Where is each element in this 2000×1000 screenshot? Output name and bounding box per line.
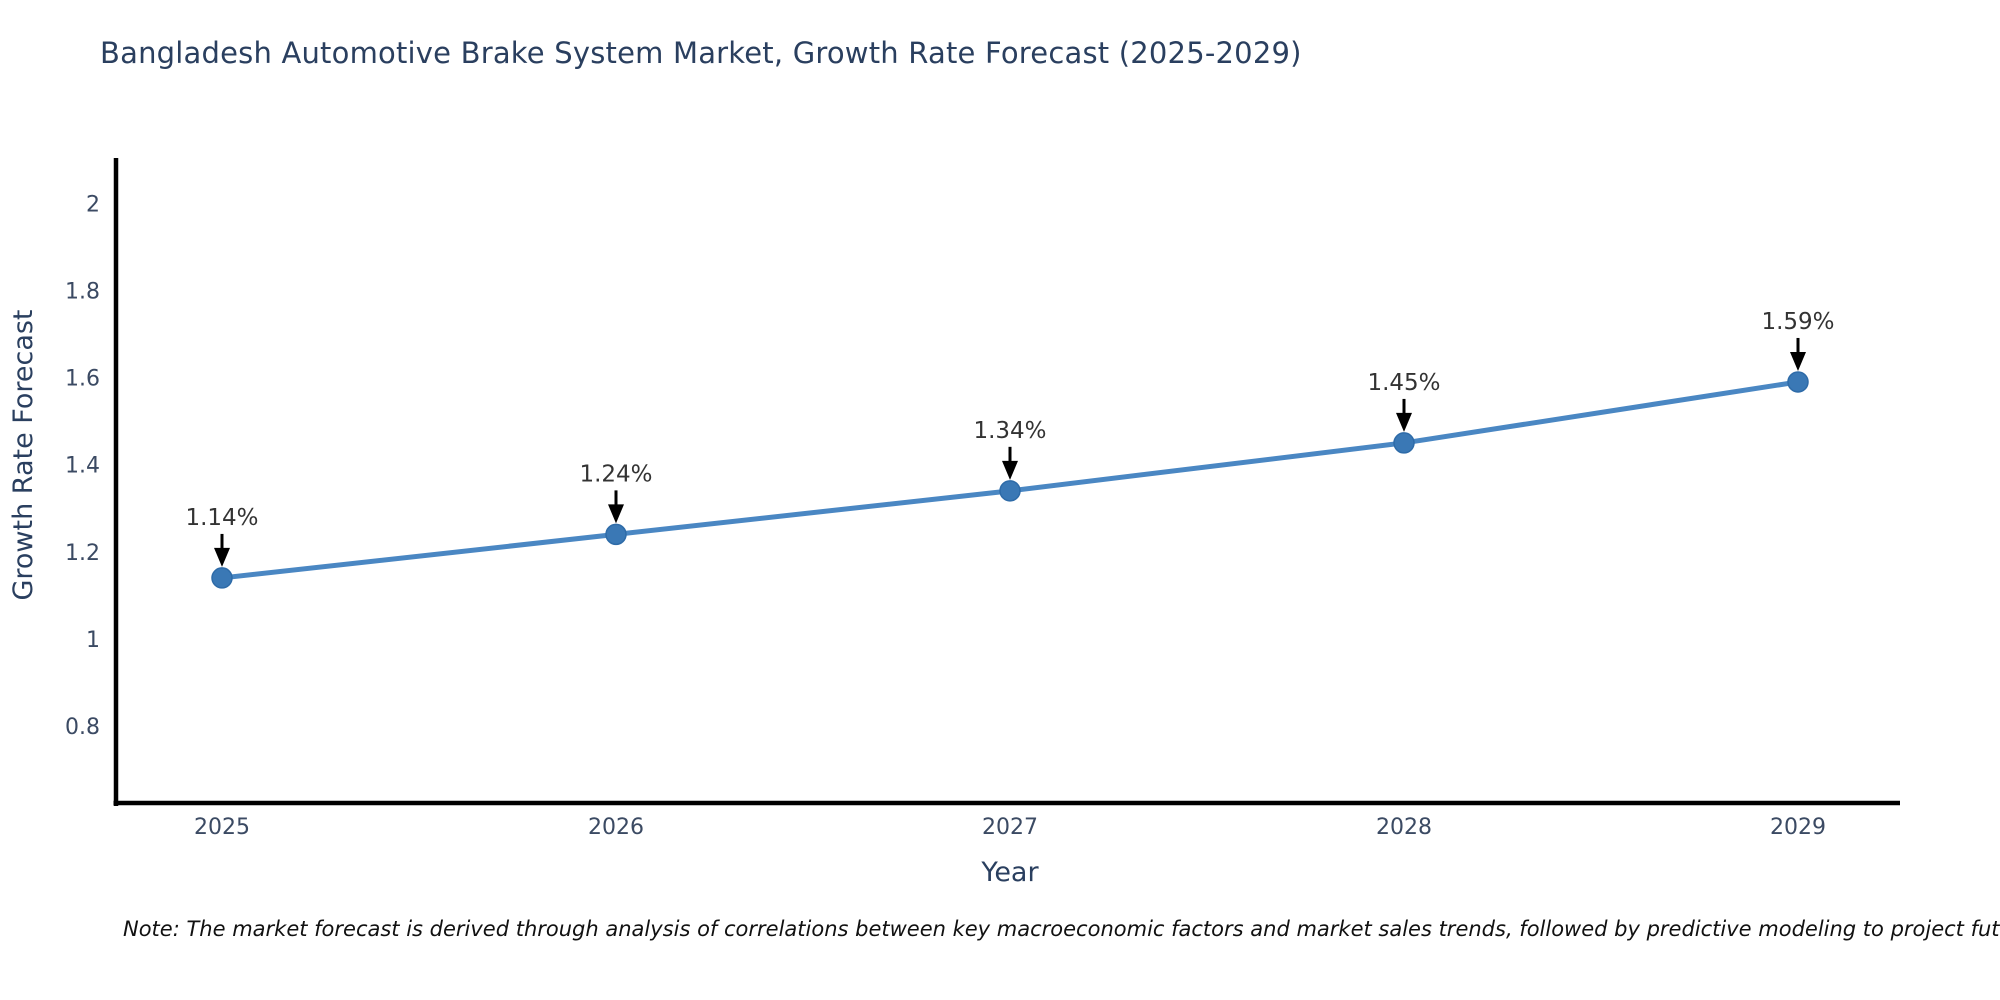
y-tick-label: 1.2 xyxy=(65,541,100,566)
data-point-marker xyxy=(211,567,233,589)
point-value-label: 1.34% xyxy=(973,418,1046,444)
plot-area xyxy=(211,371,1809,589)
point-value-label: 1.59% xyxy=(1761,309,1834,335)
point-value-label: 1.14% xyxy=(185,505,258,531)
annotations: 1.14% 1.24% 1.34% 1.45% 1.59% xyxy=(185,309,1835,567)
x-axis-title: Year xyxy=(980,857,1039,888)
y-tick-label: 1.6 xyxy=(65,367,100,392)
annotation-arrowhead-icon xyxy=(608,504,624,524)
annotation-arrowhead-icon xyxy=(1790,351,1806,371)
annotation-arrowhead-icon xyxy=(1396,412,1412,432)
annotation-arrowhead-icon xyxy=(214,547,230,567)
tick-labels: 0.8 1 1.2 1.4 1.6 1.8 2 2025 2026 2027 2028 2029 xyxy=(65,192,1826,840)
y-tick-label: 1 xyxy=(86,628,100,653)
footnote: Note: The market forecast is derived thr… xyxy=(123,917,2000,941)
data-point-marker xyxy=(1393,432,1415,454)
data-point-marker xyxy=(999,480,1021,502)
x-tick-label: 2027 xyxy=(982,815,1038,840)
point-value-label: 1.24% xyxy=(579,461,652,487)
y-tick-label: 1.4 xyxy=(65,454,100,479)
chart-title: Bangladesh Automotive Brake System Marke… xyxy=(100,36,1302,70)
x-tick-label: 2028 xyxy=(1376,815,1432,840)
axes xyxy=(113,158,1900,806)
x-tick-label: 2025 xyxy=(194,815,250,840)
x-tick-label: 2029 xyxy=(1770,815,1826,840)
point-value-label: 1.45% xyxy=(1367,370,1440,396)
annotation-arrowhead-icon xyxy=(1002,460,1018,480)
y-tick-label: 1.8 xyxy=(65,280,100,305)
y-tick-label: 2 xyxy=(86,192,100,217)
y-tick-label: 0.8 xyxy=(65,715,100,740)
data-point-marker xyxy=(1787,371,1809,393)
data-point-marker xyxy=(605,523,627,546)
x-tick-label: 2026 xyxy=(588,815,644,840)
y-axis-title: Growth Rate Forecast xyxy=(8,309,39,600)
forecast-line xyxy=(219,379,1801,581)
